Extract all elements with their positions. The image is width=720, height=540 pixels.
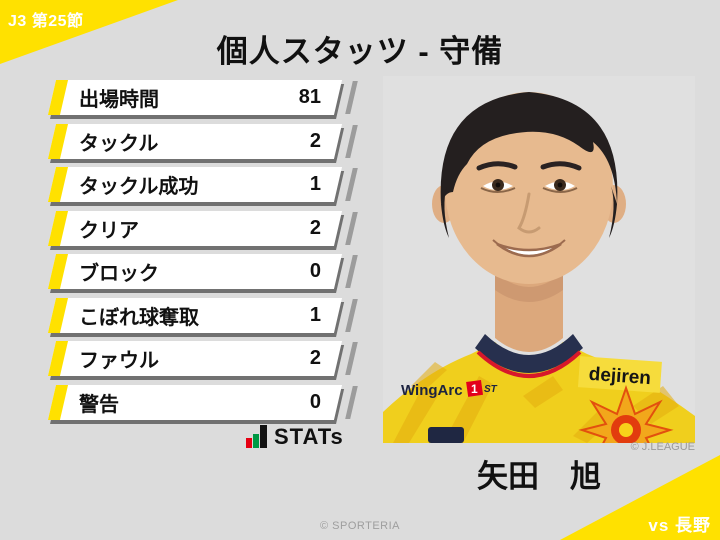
- competition-label: J3 第25節: [8, 13, 84, 30]
- slash-decoration: [345, 385, 358, 419]
- stat-value: 1: [309, 173, 321, 195]
- stat-label: ブロック: [79, 263, 159, 285]
- player-hair: [440, 92, 618, 204]
- stat-label: タックル: [79, 132, 159, 155]
- stat-row-blocks: ブロック 0: [47, 254, 358, 289]
- stat-row-loose-ball-recoveries: こぼれ球奪取 1: [47, 297, 358, 333]
- stat-value: 0: [309, 260, 321, 282]
- stat-row-tackles-won: タックル成功 1: [47, 167, 358, 202]
- player-photo: WingArc 1 ST dejiren: [383, 76, 695, 443]
- stat-row-fouls: ファウル 2: [47, 341, 358, 376]
- stat-value: 2: [309, 347, 321, 369]
- slash-decoration: [345, 81, 358, 114]
- stat-label: ファウル: [79, 350, 159, 372]
- stat-value: 2: [309, 129, 321, 152]
- sponsor-badge-text: 1: [471, 382, 478, 396]
- jersey-sponsor-right: dejiren: [577, 356, 662, 393]
- stat-label: クリア: [79, 219, 139, 242]
- sponsor-dejiren-text: dejiren: [588, 364, 652, 389]
- sporteria-credit: © SPORTERIA: [319, 520, 401, 532]
- stat-value: 2: [309, 216, 321, 239]
- stat-label: 警告: [79, 393, 119, 416]
- page-title: 個人スタッツ - 守備: [216, 34, 504, 69]
- stat-label: こぼれ球奪取: [79, 306, 199, 329]
- stat-list: 出場時間 81 タックル 2 タックル成功 1 クリア 2: [47, 80, 358, 428]
- sponsor-suffix-text: ST: [484, 384, 498, 395]
- stats-brand-label: STATs: [274, 424, 344, 449]
- stat-row-tackles: タックル 2: [47, 123, 358, 159]
- slash-decoration: [345, 342, 358, 375]
- jersey-sponsor-left: WingArc 1 ST: [401, 379, 498, 399]
- club-crest-icon: [578, 384, 674, 443]
- stat-value: 1: [309, 303, 321, 326]
- slash-decoration: [345, 168, 358, 201]
- slash-decoration: [345, 124, 358, 158]
- stat-value: 81: [298, 86, 321, 108]
- jersey-patch: [428, 427, 464, 443]
- bar-chart-icon: [246, 425, 267, 448]
- stat-label: 出場時間: [79, 89, 159, 111]
- photo-credit: © J.LEAGUE: [630, 441, 695, 453]
- stat-value: 0: [309, 390, 321, 413]
- stat-row-minutes: 出場時間 81: [47, 80, 358, 115]
- stats-brand-logo: STATs: [246, 425, 344, 448]
- stat-label: タックル成功: [79, 176, 199, 198]
- stat-row-yellow-cards: 警告 0: [47, 384, 358, 420]
- slash-decoration: [345, 298, 358, 332]
- stat-row-clearances: クリア 2: [47, 210, 358, 246]
- slash-decoration: [345, 255, 358, 288]
- slash-decoration: [345, 211, 358, 245]
- player-name: 矢田 旭: [477, 459, 601, 494]
- sponsor-wingarc-text: WingArc: [401, 382, 463, 399]
- opponent-label: vs 長野: [648, 516, 711, 535]
- jersey-collar: [475, 334, 583, 373]
